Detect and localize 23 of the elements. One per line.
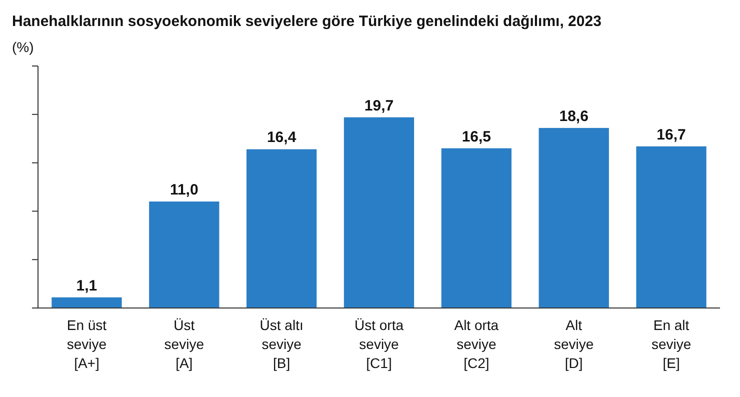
bar — [441, 148, 512, 308]
x-tick-label: Alt orta seviye [C2] — [454, 317, 499, 371]
x-tick-label: Üst seviye [A] — [164, 317, 204, 371]
data-label: 19,7 — [364, 97, 394, 114]
data-label: 16,5 — [462, 128, 492, 146]
x-tick-label: En alt seviye [E] — [651, 317, 692, 371]
x-tick-label: En üst seviye [A+] — [66, 317, 107, 371]
data-label: 16,7 — [656, 126, 686, 144]
bar — [636, 146, 706, 308]
bar — [538, 128, 609, 308]
data-label: 18,6 — [559, 108, 588, 125]
data-label: 11,0 — [170, 182, 198, 199]
chart-title: Hanehalklarının sosyoekonomik seviyelere göre Türkiye genelindeki dağılımı, 2023 — [12, 13, 602, 30]
bar — [344, 117, 414, 308]
y-axis-title: (%) — [12, 39, 34, 55]
x-tick-label: Alt seviye [D] — [554, 317, 594, 371]
bar — [246, 149, 317, 308]
bar — [149, 202, 220, 308]
x-tick-label: Üst altı seviye [B] — [260, 317, 304, 371]
data-label: 1,1 — [76, 277, 98, 294]
x-tick-label: Üst orta seviye [C1] — [354, 317, 404, 371]
bar — [52, 297, 122, 308]
data-label: 16,4 — [266, 129, 297, 146]
